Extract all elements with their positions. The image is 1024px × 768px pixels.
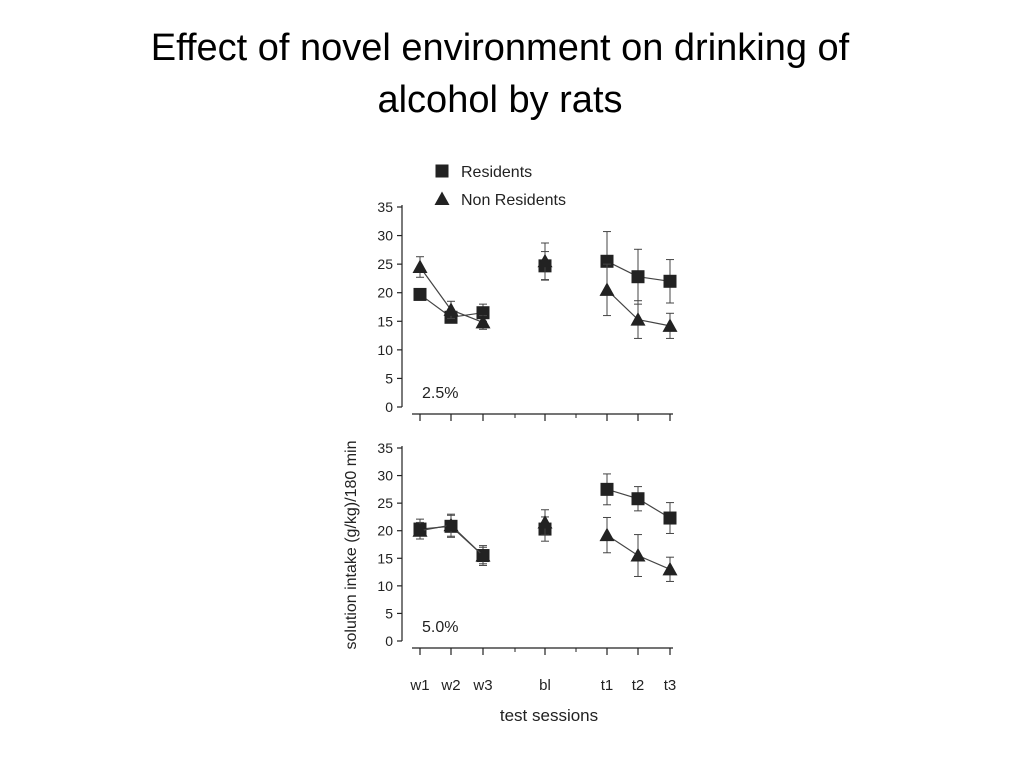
data-point [631, 270, 645, 284]
data-point [662, 561, 678, 576]
data-point [537, 514, 553, 529]
x-tick-label: t1 [601, 677, 614, 694]
x-tick-label: w1 [409, 677, 429, 694]
series-non-residents [412, 242, 678, 339]
data-point [412, 259, 428, 273]
data-point [663, 511, 677, 525]
y-tick-label: 10 [377, 578, 393, 594]
chart-legend: Residents Non Residents [434, 164, 566, 209]
data-point [630, 548, 646, 562]
data-point [475, 548, 491, 562]
data-point [475, 314, 491, 329]
panel-label: 2.5% [422, 385, 458, 402]
legend-label-non-residents: Non Residents [461, 192, 566, 209]
y-tick-label: 5 [385, 370, 393, 386]
slide-title-line1: Effect of novel environment on drinking … [150, 27, 850, 69]
y-tick-label: 25 [377, 256, 393, 272]
y-tick-label: 30 [377, 228, 393, 244]
data-point [630, 312, 646, 326]
y-tick-label: 0 [385, 399, 393, 415]
y-tick-label: 15 [377, 313, 393, 329]
shared-axis-labels: w1 w2 w3 bl t1 t2 t3 test sessions solution inta… [343, 441, 676, 726]
y-tick-label: 20 [377, 285, 393, 301]
data-point [662, 318, 678, 332]
slide-title: Effect of novel environment on drinking … [0, 22, 1000, 126]
legend-square-marker [435, 164, 449, 178]
y-tick-label: 0 [385, 633, 393, 649]
data-point [443, 517, 459, 532]
data-point [663, 274, 677, 288]
x-tick-label: w2 [440, 677, 460, 694]
data-point [413, 287, 427, 301]
data-point [600, 482, 614, 496]
panel-label: 5.0% [422, 619, 458, 636]
data-point [443, 302, 459, 316]
chart-panels: 0 5 10 15 20 25 30 35 2.5% 0 5 10 15 20 25 30 35 5.0% [377, 199, 678, 655]
x-tick-label: t3 [664, 677, 677, 694]
y-axis-title: solution intake (g/kg)/180 min [343, 441, 360, 650]
legend-triangle-marker [434, 191, 450, 205]
x-tick-label: w3 [472, 677, 492, 694]
data-point [631, 492, 645, 506]
y-tick-label: 35 [377, 199, 393, 215]
data-point [412, 523, 428, 537]
x-tick-label: bl [539, 677, 551, 694]
chart-panel-2: 0 5 10 15 20 25 30 35 5.0% [377, 440, 678, 655]
y-tick-label: 10 [377, 342, 393, 358]
y-tick-label: 25 [377, 495, 393, 511]
legend-label-residents: Residents [461, 164, 532, 181]
data-point [537, 253, 553, 268]
y-tick-label: 30 [377, 468, 393, 484]
chart-panel-1: 0 5 10 15 20 25 30 35 2.5% [377, 199, 678, 421]
y-tick-label: 35 [377, 440, 393, 456]
data-point [599, 282, 615, 296]
x-axis-title: test sessions [500, 706, 598, 725]
y-tick-label: 15 [377, 550, 393, 566]
series-non-residents [412, 509, 678, 582]
data-point [599, 527, 615, 542]
slide-title-line2: alcohol by rats [377, 79, 623, 121]
y-tick-label: 5 [385, 605, 393, 621]
x-tick-label: t2 [632, 677, 645, 694]
y-tick-label: 20 [377, 523, 393, 539]
